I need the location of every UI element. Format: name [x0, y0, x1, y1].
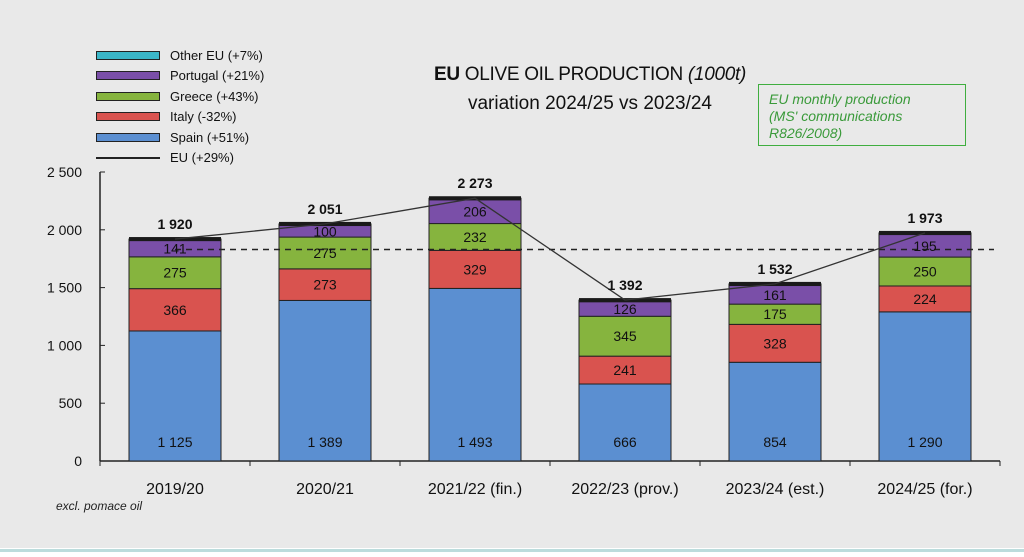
bar-segment — [878, 311, 972, 462]
legend-label: Greece (+43%) — [170, 88, 259, 104]
data-label: 195 — [913, 238, 937, 254]
y-tick-label: 2 500 — [47, 164, 82, 180]
data-label: 141 — [163, 241, 187, 257]
legend-swatch — [96, 50, 160, 60]
title-main-text: OLIVE OIL PRODUCTION — [464, 64, 683, 85]
data-label: 206 — [463, 204, 487, 220]
data-label: 854 — [763, 434, 787, 450]
legend-label: Portugal (+21%) — [170, 68, 265, 83]
legend-line-marker — [96, 156, 160, 159]
monthly-production-note: EU monthly production (MS' communication… — [758, 84, 966, 146]
x-tick-label: 2020/21 — [296, 481, 354, 498]
bar-segment — [878, 285, 972, 313]
data-label: 1 125 — [157, 434, 192, 450]
legend-item: Greece (+43%) — [96, 87, 259, 105]
legend-item: Spain (+51%) — [96, 128, 249, 146]
y-tick-label: 0 — [74, 453, 82, 469]
data-label: 345 — [613, 328, 637, 344]
total-label: 1 532 — [757, 261, 792, 277]
eu-total-line — [174, 197, 926, 301]
y-tick-label: 1 000 — [47, 337, 82, 353]
note-line-1: EU monthly production — [769, 91, 911, 107]
data-label: 232 — [463, 229, 487, 245]
x-tick-label: 2019/20 — [146, 481, 204, 498]
bar-segment — [128, 330, 222, 462]
y-tick-label: 1 500 — [47, 280, 82, 296]
bar-segment — [278, 299, 372, 462]
data-label: 275 — [313, 245, 337, 261]
total-label: 2 273 — [457, 175, 492, 191]
y-tick-label: 500 — [59, 395, 83, 411]
legend-item: Italy (-32%) — [96, 108, 236, 126]
data-label: 666 — [613, 434, 637, 450]
data-label: 224 — [913, 291, 937, 307]
legend-swatch — [96, 91, 160, 101]
bar-segment — [428, 223, 522, 251]
title-unit: (1000t) — [687, 64, 747, 85]
note-line-2: (MS' communications — [769, 108, 903, 124]
total-label: 2 051 — [307, 201, 342, 217]
total-label: 1 920 — [157, 216, 192, 232]
bar-segment — [728, 361, 822, 462]
data-label: 1 493 — [457, 434, 492, 450]
x-tick-label: 2024/25 (for.) — [877, 481, 972, 498]
bar-segment — [278, 268, 372, 301]
data-label: 100 — [313, 223, 337, 239]
data-label: 273 — [313, 277, 337, 293]
data-label: 328 — [763, 335, 787, 351]
data-label: 329 — [463, 261, 487, 277]
x-tick-label: 2021/22 (fin.) — [428, 481, 522, 498]
bar-segment — [128, 256, 222, 290]
legend-swatch — [96, 71, 160, 80]
chart-title: EU OLIVE OIL PRODUCTION (1000t) — [380, 64, 800, 86]
legend-label: Italy (-32%) — [170, 109, 237, 124]
bottom-divider — [0, 549, 1024, 552]
chart-subtitle: variation 2024/25 vs 2023/24 — [467, 93, 712, 114]
y-tick-label: 2 000 — [47, 222, 82, 238]
legend-item: Portugal (+21%) — [96, 67, 264, 85]
data-label: 1 290 — [907, 434, 942, 450]
legend-swatch — [96, 132, 160, 142]
data-label: 366 — [163, 302, 187, 318]
data-label: 250 — [913, 264, 937, 280]
x-tick-label: 2023/24 (est.) — [726, 481, 825, 498]
bar-segment — [428, 249, 522, 289]
bar-segment — [278, 236, 372, 270]
total-label: 1 392 — [607, 277, 642, 293]
data-label: 126 — [613, 301, 637, 317]
legend-label: Other EU (+7%) — [170, 47, 263, 63]
total-label: 1 973 — [907, 210, 942, 226]
x-tick-label: 2022/23 (prov.) — [571, 481, 678, 498]
bar-segment — [728, 323, 822, 363]
footnote: excl. pomace oil — [56, 499, 143, 513]
bar-segment — [578, 383, 672, 462]
bar-segment — [578, 355, 672, 385]
data-label: 1 389 — [307, 434, 342, 450]
data-label: 161 — [763, 287, 787, 303]
legend-item: EU (+29%) — [96, 149, 234, 167]
legend-label: EU (+29%) — [170, 150, 234, 165]
bar-segment — [578, 315, 672, 357]
data-label: 175 — [763, 306, 787, 322]
bar-segment — [878, 256, 972, 287]
legend-item: Other EU (+7%) — [96, 46, 263, 64]
title-bold: EU — [433, 64, 460, 85]
legend-swatch — [96, 112, 160, 121]
note-line-3: R826/2008) — [769, 125, 843, 141]
data-label: 241 — [613, 362, 637, 378]
bar-segment — [428, 287, 522, 462]
legend-label: Spain (+51%) — [170, 129, 250, 145]
data-label: 275 — [163, 265, 187, 281]
